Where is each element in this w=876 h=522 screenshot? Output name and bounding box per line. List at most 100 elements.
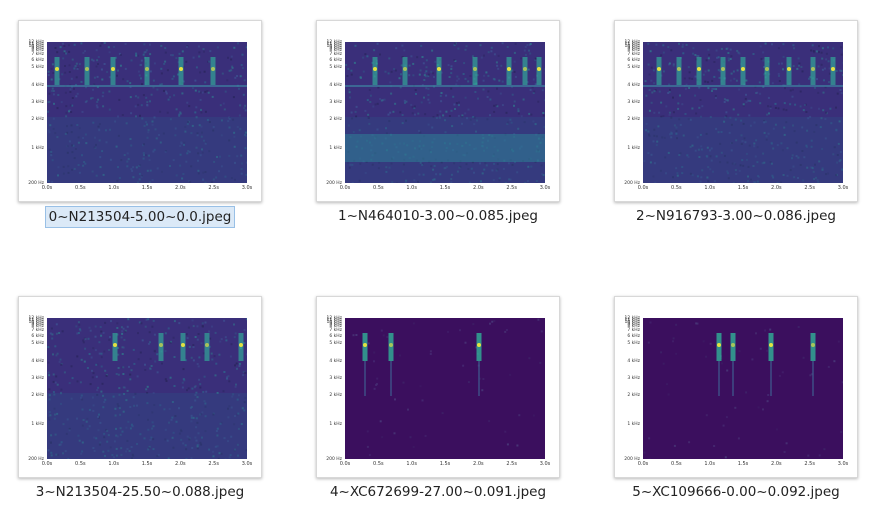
y-tick-label: 4 kHz xyxy=(329,83,342,88)
y-tick-label: 4 kHz xyxy=(31,83,44,88)
y-tick-label: 2 kHz xyxy=(329,393,342,398)
x-tick-label: 0.5s xyxy=(671,185,682,191)
x-tick-label: 2.0s xyxy=(175,185,186,191)
spectrogram-thumbnail[interactable]: 12 kHz 11 kHz 10 kHz 9 kHz 8 kHz 7 kHz 6 kHz 5 … xyxy=(316,20,560,202)
y-tick-label: 4 kHz xyxy=(31,359,44,364)
spectrogram-thumbnail[interactable]: 12 kHz 11 kHz 10 kHz 9 kHz 8 kHz 7 kHz 6 kHz 5 … xyxy=(614,296,858,478)
x-tick-label: 3.0s xyxy=(241,461,253,467)
y-tick-label: 9 kHz xyxy=(31,46,44,51)
y-tick-label: 11 kHz xyxy=(624,42,640,47)
file-name-label[interactable]: 2~N916793-3.00~0.086.jpeg xyxy=(636,208,836,224)
x-tick-label: 2.5s xyxy=(208,185,219,191)
y-tick-label: 200 Hz xyxy=(624,181,640,186)
y-tick-label: 9 kHz xyxy=(31,322,44,327)
x-tick-label: 2.5s xyxy=(506,185,517,191)
y-tick-label: 1 kHz xyxy=(31,422,44,427)
spectrogram-plot xyxy=(345,42,545,183)
y-tick-label: 6 kHz xyxy=(329,58,342,63)
y-tick-label: 1 kHz xyxy=(31,146,44,151)
spectrogram-thumbnail[interactable]: 12 kHz 11 kHz 10 kHz 9 kHz 8 kHz 7 kHz 6 kHz 5 … xyxy=(614,20,858,202)
x-tick-label: 0.0s xyxy=(339,185,351,191)
y-tick-label: 6 kHz xyxy=(627,334,640,339)
y-tick-label: 4 kHz xyxy=(627,359,640,364)
y-tick-label: 12 kHz xyxy=(624,40,640,45)
x-tick-label: 0.0s xyxy=(637,185,649,191)
x-tick-label: 0.5s xyxy=(75,185,86,191)
x-tick-label: 2.5s xyxy=(506,461,517,467)
y-tick-label: 6 kHz xyxy=(329,334,342,339)
file-name-label[interactable]: 4~XC672699-27.00~0.091.jpeg xyxy=(329,484,547,500)
x-tick-label: 1.5s xyxy=(737,461,749,467)
spectrogram-thumbnail[interactable]: 12 kHz 11 kHz 10 kHz 9 kHz 8 kHz 7 kHz 6 kHz 5 … xyxy=(18,20,262,202)
y-tick-label: 1 kHz xyxy=(329,422,342,427)
x-tick-label: 3.0s xyxy=(241,185,253,191)
x-tick-label: 2.0s xyxy=(771,461,782,467)
x-tick-label: 1.0s xyxy=(704,185,715,191)
y-tick-label: 8 kHz xyxy=(329,48,342,53)
file-name-label[interactable]: 5~XC109666-0.00~0.092.jpeg xyxy=(632,484,840,500)
y-tick-label: 2 kHz xyxy=(627,393,640,398)
y-tick-label: 2 kHz xyxy=(329,117,342,122)
y-tick-label: 200 Hz xyxy=(326,457,342,462)
y-tick-label: 4 kHz xyxy=(627,83,640,88)
x-tick-label: 0.0s xyxy=(41,185,53,191)
y-tick-label: 12 kHz xyxy=(326,316,342,321)
y-tick-label: 5 kHz xyxy=(31,65,44,70)
y-tick-label: 1 kHz xyxy=(329,146,342,151)
x-tick-label: 1.5s xyxy=(141,185,153,191)
y-tick-label: 2 kHz xyxy=(627,117,640,122)
file-name-label[interactable]: 0~N213504-5.00~0.0.jpeg xyxy=(44,206,236,228)
y-tick-label: 4 kHz xyxy=(329,359,342,364)
x-tick-label: 2.0s xyxy=(771,185,782,191)
y-tick-label: 7 kHz xyxy=(329,52,342,57)
spectrogram-plot xyxy=(643,318,843,459)
y-tick-label: 11 kHz xyxy=(624,318,640,323)
x-tick-label: 2.0s xyxy=(473,461,484,467)
y-tick-label: 10 kHz xyxy=(326,44,342,49)
x-tick-label: 3.0s xyxy=(837,461,849,467)
y-tick-label: 8 kHz xyxy=(31,48,44,53)
x-tick-label: 2.0s xyxy=(473,185,484,191)
x-tick-label: 1.5s xyxy=(439,461,451,467)
spectrogram-plot xyxy=(643,42,843,183)
spectrogram-plot xyxy=(47,42,247,183)
spectrogram-thumbnail[interactable]: 12 kHz 11 kHz 10 kHz 9 kHz 8 kHz 7 kHz 6 kHz 5 … xyxy=(316,296,560,478)
x-tick-label: 3.0s xyxy=(539,185,551,191)
y-tick-label: 8 kHz xyxy=(627,324,640,329)
y-tick-label: 6 kHz xyxy=(31,334,44,339)
x-tick-label: 1.0s xyxy=(406,185,417,191)
y-tick-label: 3 kHz xyxy=(329,376,342,381)
y-tick-label: 3 kHz xyxy=(329,100,342,105)
x-tick-label: 2.5s xyxy=(208,461,219,467)
y-tick-label: 7 kHz xyxy=(627,328,640,333)
y-tick-label: 12 kHz xyxy=(624,316,640,321)
file-name-label[interactable]: 1~N464010-3.00~0.085.jpeg xyxy=(338,208,538,224)
x-tick-label: 1.0s xyxy=(108,461,119,467)
x-tick-label: 2.0s xyxy=(175,461,186,467)
y-tick-label: 8 kHz xyxy=(31,324,44,329)
x-tick-label: 1.0s xyxy=(108,185,119,191)
y-tick-label: 5 kHz xyxy=(329,341,342,346)
y-tick-label: 6 kHz xyxy=(31,58,44,63)
x-tick-label: 3.0s xyxy=(539,461,551,467)
y-tick-label: 12 kHz xyxy=(326,40,342,45)
y-tick-label: 5 kHz xyxy=(329,65,342,70)
x-tick-label: 2.5s xyxy=(804,185,815,191)
x-tick-label: 0.0s xyxy=(339,461,351,467)
y-tick-label: 2 kHz xyxy=(31,117,44,122)
y-tick-label: 1 kHz xyxy=(627,146,640,151)
y-tick-label: 10 kHz xyxy=(28,44,44,49)
y-tick-label: 7 kHz xyxy=(31,52,44,57)
x-tick-label: 3.0s xyxy=(837,185,849,191)
y-tick-label: 2 kHz xyxy=(31,393,44,398)
x-tick-label: 0.0s xyxy=(637,461,649,467)
y-tick-label: 5 kHz xyxy=(31,341,44,346)
spectrogram-plot xyxy=(345,318,545,459)
x-tick-label: 1.0s xyxy=(406,461,417,467)
file-name-label[interactable]: 3~N213504-25.50~0.088.jpeg xyxy=(35,484,245,500)
spectrogram-thumbnail[interactable]: 12 kHz 11 kHz 10 kHz 9 kHz 8 kHz 7 kHz 6 kHz 5 … xyxy=(18,296,262,478)
y-tick-label: 10 kHz xyxy=(624,320,640,325)
y-tick-label: 11 kHz xyxy=(28,42,44,47)
y-tick-label: 7 kHz xyxy=(627,52,640,57)
y-tick-label: 200 Hz xyxy=(624,457,640,462)
